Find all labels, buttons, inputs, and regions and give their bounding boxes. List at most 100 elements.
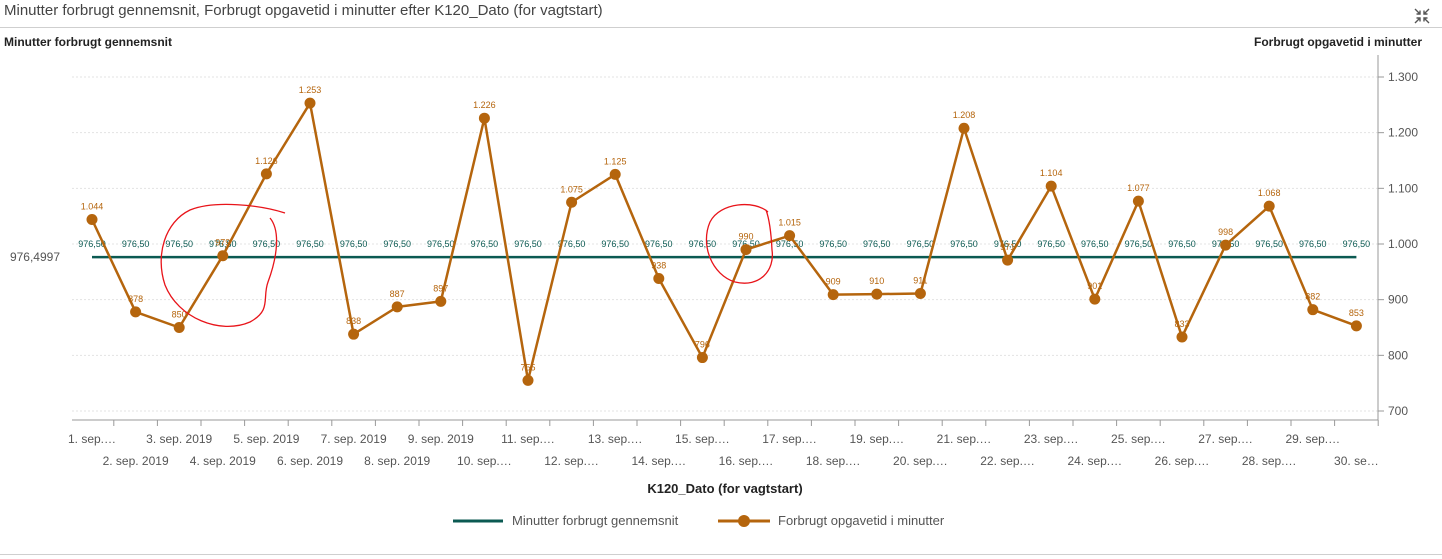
data-point-opgavetid: [1132, 195, 1144, 207]
frame-bottom-border: [0, 554, 1442, 555]
data-point-opgavetid: [696, 352, 708, 364]
data-label-opgavetid: 1.104: [1040, 168, 1063, 178]
data-label-average: 976,50: [558, 239, 586, 249]
x-axis-tick-label: 20. sep.…: [893, 454, 948, 468]
legend-label-average: Minutter forbrugt gennemsnit: [512, 513, 679, 528]
x-axis-tick-label: 9. sep. 2019: [408, 432, 474, 446]
data-label-opgavetid: 838: [346, 316, 361, 326]
x-axis-tick-label: 17. sep.…: [762, 432, 817, 446]
data-label-opgavetid: 1.125: [604, 156, 627, 166]
legend-label-opgavetid: Forbrugt opgavetid i minutter: [778, 513, 945, 528]
x-axis-tick-label: 23. sep.…: [1024, 432, 1079, 446]
data-label-opgavetid: 882: [1305, 292, 1320, 302]
data-label-opgavetid: 1.015: [778, 218, 801, 228]
data-label-opgavetid: 1.044: [81, 202, 104, 212]
data-label-average: 976,50: [994, 239, 1022, 249]
data-label-opgavetid: 878: [128, 294, 143, 304]
x-axis-tick-label: 24. sep.…: [1067, 454, 1122, 468]
data-point-opgavetid: [260, 168, 272, 180]
x-axis-tick-label: 12. sep.…: [544, 454, 599, 468]
data-label-average: 976,50: [471, 239, 499, 249]
data-point-opgavetid: [1176, 331, 1188, 343]
data-label-average: 976,50: [78, 239, 106, 249]
x-axis-tick-label: 30. se…: [1334, 454, 1379, 468]
x-axis-tick-label: 11. sep.…: [501, 432, 555, 446]
data-label-average: 976,50: [383, 239, 411, 249]
data-label-average: 976,50: [1168, 239, 1196, 249]
data-label-opgavetid: 910: [869, 276, 884, 286]
data-label-average: 976,50: [1343, 239, 1371, 249]
x-axis-tick-label: 28. sep.…: [1242, 454, 1297, 468]
x-axis-tick-label: 10. sep.…: [457, 454, 512, 468]
data-label-opgavetid: 755: [520, 362, 535, 372]
x-axis-tick-label: 7. sep. 2019: [321, 432, 387, 446]
data-point-opgavetid: [609, 168, 621, 180]
data-label-opgavetid: 1.226: [473, 100, 496, 110]
data-point-opgavetid: [348, 328, 360, 340]
data-point-opgavetid: [391, 301, 403, 313]
right-axis-tick-label: 1.000: [1388, 237, 1418, 251]
data-label-average: 976,50: [645, 239, 673, 249]
x-axis-tick-label: 21. sep.…: [937, 432, 992, 446]
x-axis-tick-label: 25. sep.…: [1111, 432, 1166, 446]
right-axis-tick-label: 1.300: [1388, 70, 1418, 84]
collapse-arrows-icon[interactable]: [1412, 6, 1432, 26]
data-label-opgavetid: 1.253: [299, 85, 322, 95]
data-label-average: 976,50: [863, 239, 891, 249]
frame-top-border: [0, 27, 1442, 28]
x-axis-tick-label: 1. sep.…: [68, 432, 116, 446]
x-axis-tick-label: 15. sep.…: [675, 432, 730, 446]
data-label-average: 976,50: [1037, 239, 1065, 249]
data-label-opgavetid: 1.077: [1127, 183, 1150, 193]
x-axis-tick-label: 6. sep. 2019: [277, 454, 343, 468]
data-label-average: 976,50: [1125, 239, 1153, 249]
x-axis-tick-label: 29. sep.…: [1285, 432, 1340, 446]
data-point-opgavetid: [1002, 254, 1014, 266]
data-point-opgavetid: [914, 288, 926, 300]
data-point-opgavetid: [173, 322, 185, 333]
x-axis-tick-label: 13. sep.…: [588, 432, 643, 446]
data-point-opgavetid: [871, 288, 883, 300]
data-label-opgavetid: 909: [826, 277, 841, 287]
x-axis-tick-label: 3. sep. 2019: [146, 432, 212, 446]
data-label-average: 976,50: [253, 239, 281, 249]
data-point-opgavetid: [435, 295, 447, 307]
data-label-opgavetid: 897: [433, 283, 448, 293]
data-label-average: 976,50: [1255, 239, 1283, 249]
series-line-opgavetid: [90, 101, 1357, 382]
right-axis-tick-label: 700: [1388, 404, 1408, 418]
right-axis-tick-label: 1.100: [1388, 181, 1418, 195]
data-point-opgavetid: [740, 244, 752, 256]
x-axis-tick-label: 22. sep.…: [980, 454, 1035, 468]
data-label-opgavetid: 887: [390, 289, 405, 299]
data-label-opgavetid: 911: [913, 276, 927, 286]
data-point-opgavetid: [784, 230, 796, 242]
data-label-average: 976,50: [340, 239, 368, 249]
data-label-opgavetid: 850: [172, 310, 187, 320]
data-point-opgavetid: [958, 122, 970, 134]
data-label-opgavetid: 1.075: [560, 184, 583, 194]
data-label-opgavetid: 938: [651, 261, 666, 271]
right-axis-tick-label: 1.200: [1388, 126, 1418, 140]
data-point-opgavetid: [653, 273, 665, 285]
data-label-average: 976,50: [427, 239, 455, 249]
right-axis-tick-label: 900: [1388, 293, 1408, 307]
data-point-opgavetid: [1263, 200, 1275, 212]
x-axis-title: K120_Dato (for vagtstart): [647, 481, 802, 496]
x-axis-tick-label: 16. sep.…: [719, 454, 774, 468]
data-point-opgavetid: [1220, 239, 1232, 251]
data-label-average: 976,50: [296, 239, 324, 249]
data-label-opgavetid: 971: [1000, 242, 1015, 252]
left-axis-tick-label: 976,4997: [10, 250, 60, 264]
data-label-average: 976,50: [1299, 239, 1327, 249]
data-label-opgavetid: 1.126: [255, 156, 278, 166]
data-label-average: 976,50: [776, 239, 804, 249]
data-label-opgavetid: 990: [738, 232, 753, 242]
data-label-opgavetid: 796: [695, 340, 710, 350]
data-label-opgavetid: 901: [1087, 281, 1102, 291]
data-label-opgavetid: 1.208: [953, 110, 976, 120]
data-point-opgavetid: [827, 289, 839, 301]
x-axis-tick-label: 4. sep. 2019: [190, 454, 256, 468]
data-label-opgavetid: 833: [1174, 319, 1189, 329]
